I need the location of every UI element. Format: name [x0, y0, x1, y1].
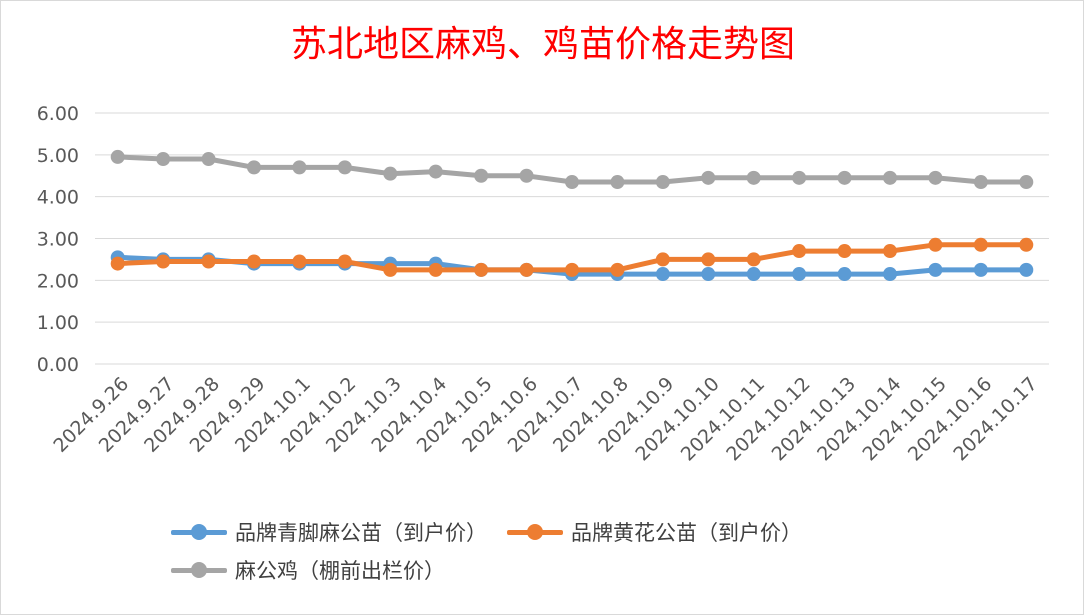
- data-point-series-2-17: [883, 170, 897, 185]
- data-point-series-0-16: [837, 267, 852, 282]
- data-point-series-2-10: [565, 175, 579, 190]
- data-point-series-1-1: [156, 254, 171, 269]
- data-point-series-1-11: [610, 262, 625, 277]
- y-tick-label-6: 6.00: [37, 103, 79, 125]
- data-point-series-1-0: [110, 256, 125, 271]
- data-point-series-1-10: [565, 262, 579, 277]
- y-tick-label-1: 1.00: [37, 312, 79, 334]
- x-axis-ticks: 2024.9.262024.9.272024.9.282024.9.292024…: [49, 373, 1042, 465]
- data-point-series-2-16: [837, 170, 852, 185]
- legend-label-series-1: 品牌黄花公苗（到户价）: [571, 521, 802, 545]
- legend-label-series-0: 品牌青脚麻公苗（到户价）: [235, 521, 487, 545]
- data-point-series-2-9: [519, 168, 534, 183]
- y-tick-label-4: 4.00: [37, 187, 79, 209]
- y-axis-ticks: 0.00 1.00 2.00 3.00 4.00 5.00 6.00: [37, 103, 79, 376]
- data-point-series-1-13: [701, 252, 716, 267]
- data-point-series-0-12: [655, 267, 670, 282]
- data-point-series-2-5: [337, 160, 352, 175]
- data-point-series-2-18: [928, 170, 943, 185]
- data-point-series-0-14: [746, 267, 761, 282]
- data-point-series-1-19: [973, 237, 988, 252]
- data-point-series-2-20: [1019, 175, 1034, 190]
- data-point-series-1-14: [746, 252, 761, 267]
- data-point-series-0-20: [1019, 262, 1034, 277]
- legend-swatch-series-1: [507, 522, 563, 542]
- data-point-series-1-15: [792, 244, 807, 259]
- data-point-series-0-18: [928, 262, 943, 277]
- data-point-series-1-16: [837, 244, 852, 259]
- data-point-series-0-15: [792, 267, 807, 282]
- data-point-series-2-7: [428, 164, 443, 179]
- data-point-series-1-6: [383, 262, 398, 277]
- chart-title: 苏北地区麻鸡、鸡苗价格走势图: [290, 24, 795, 65]
- data-point-series-1-5: [337, 254, 352, 269]
- data-point-series-1-8: [474, 262, 489, 277]
- data-point-series-1-20: [1019, 237, 1034, 252]
- legend-swatch-series-0: [171, 522, 227, 542]
- legend-item-series-0: 品牌青脚麻公苗（到户价）: [171, 517, 487, 547]
- data-point-series-2-8: [474, 168, 489, 183]
- data-point-series-1-17: [883, 244, 897, 259]
- legend: 品牌青脚麻公苗（到户价） 品牌黄花公苗（到户价） 麻公鸡（棚前出栏价）: [171, 513, 1051, 589]
- data-point-series-0-19: [973, 262, 988, 277]
- data-point-series-1-18: [928, 237, 943, 252]
- data-point-series-2-13: [701, 170, 716, 185]
- data-point-series-2-12: [655, 175, 670, 190]
- data-point-series-2-19: [973, 175, 988, 190]
- data-point-series-2-3: [247, 160, 261, 175]
- data-point-series-2-0: [110, 149, 125, 164]
- gridlines: [95, 112, 1049, 365]
- legend-item-series-2: 麻公鸡（棚前出栏价）: [171, 555, 445, 585]
- data-point-series-1-2: [201, 254, 216, 269]
- data-point-series-2-4: [292, 160, 307, 175]
- data-point-series-1-9: [519, 262, 534, 277]
- data-point-series-1-7: [428, 262, 443, 277]
- data-point-series-2-1: [156, 152, 171, 167]
- data-point-series-2-14: [746, 170, 761, 185]
- legend-label-series-2: 麻公鸡（棚前出栏价）: [235, 559, 445, 583]
- data-point-series-0-13: [701, 267, 716, 282]
- y-tick-label-3: 3.00: [37, 229, 79, 251]
- data-point-series-2-6: [383, 166, 398, 181]
- series-lines: [110, 149, 1034, 282]
- data-point-series-2-11: [610, 175, 625, 190]
- data-point-series-1-4: [292, 254, 307, 269]
- data-point-series-0-17: [883, 267, 897, 282]
- y-tick-label-5: 5.00: [37, 145, 79, 167]
- y-tick-label-0: 0.00: [37, 354, 79, 376]
- legend-swatch-series-2: [171, 560, 227, 580]
- data-point-series-2-15: [792, 170, 807, 185]
- data-point-series-2-2: [201, 152, 216, 167]
- data-point-series-1-3: [247, 254, 261, 269]
- legend-item-series-1: 品牌黄花公苗（到户价）: [507, 517, 802, 547]
- y-tick-label-2: 2.00: [37, 270, 79, 292]
- data-point-series-1-12: [655, 252, 670, 267]
